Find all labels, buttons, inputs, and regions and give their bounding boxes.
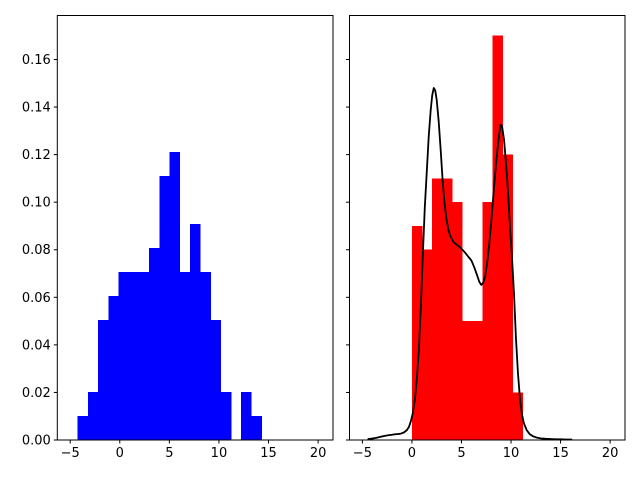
blue-histogram-bar [241, 391, 252, 440]
y-tick-label: 0.10 [22, 196, 51, 211]
x-tick-label: 10 [503, 446, 520, 461]
red-histogram-bar [512, 392, 524, 440]
blue-histogram-bar [159, 175, 170, 440]
left-axes-spines [56, 15, 334, 441]
y-tick-label: 0.12 [22, 148, 51, 163]
red-histogram-bar [432, 178, 443, 440]
kde-curve [367, 87, 573, 441]
red-histogram-bar [452, 202, 463, 440]
blue-histogram-bar [210, 319, 222, 440]
x-tick-label: −5 [353, 446, 372, 461]
blue-histogram-bar [87, 391, 99, 440]
blue-histogram-bar [149, 247, 160, 440]
blue-histogram-bar [77, 415, 89, 440]
left-axes: −5 0 5 10 15 20 0.00 0.02 0.04 0.06 0.08 0.10 0.12 0.… [22, 15, 334, 461]
x-tick-label: 20 [310, 446, 327, 461]
blue-histogram-bar [138, 271, 150, 440]
right-axes-spines [349, 15, 626, 441]
red-histogram-bar [462, 321, 473, 440]
x-tick-label: 20 [602, 446, 619, 461]
blue-histogram-bar [169, 151, 181, 440]
x-tick-label: 15 [260, 446, 277, 461]
red-histogram-bar [472, 321, 483, 440]
blue-histogram-bar [108, 295, 119, 440]
y-tick-label: 0.00 [22, 434, 51, 449]
blue-histogram-bar [251, 415, 262, 440]
x-tick-label: 5 [165, 446, 173, 461]
blue-histogram-bar [98, 319, 109, 440]
red-histogram-bar [492, 35, 503, 440]
x-tick-label: 0 [408, 446, 416, 461]
blue-histogram-bar [128, 271, 140, 440]
blue-histogram-bar [220, 391, 232, 440]
y-tick-label: 0.02 [22, 386, 51, 401]
blue-histogram-bar [200, 271, 211, 440]
red-histogram-bar [502, 154, 514, 441]
x-tick-label: 10 [211, 446, 228, 461]
red-histogram-bar [411, 225, 423, 440]
right-axes: −5 0 5 10 15 20 [346, 15, 626, 461]
red-histogram-bar [422, 249, 433, 440]
blue-histogram-bar [179, 271, 191, 440]
x-tick-label: −5 [61, 446, 80, 461]
y-tick-label: 0.14 [22, 101, 51, 116]
blue-histogram-bar [118, 271, 130, 440]
x-tick-label: 15 [552, 446, 569, 461]
y-tick-label: 0.04 [22, 338, 51, 353]
blue-histogram-bar [189, 223, 201, 440]
y-tick-label: 0.06 [22, 291, 51, 306]
x-tick-label: 5 [457, 446, 465, 461]
red-histogram-bar [442, 178, 453, 440]
red-histogram-bar [482, 202, 493, 440]
x-tick-label: 0 [116, 446, 124, 461]
y-tick-label: 0.16 [22, 53, 51, 68]
y-tick-label: 0.08 [22, 243, 51, 258]
